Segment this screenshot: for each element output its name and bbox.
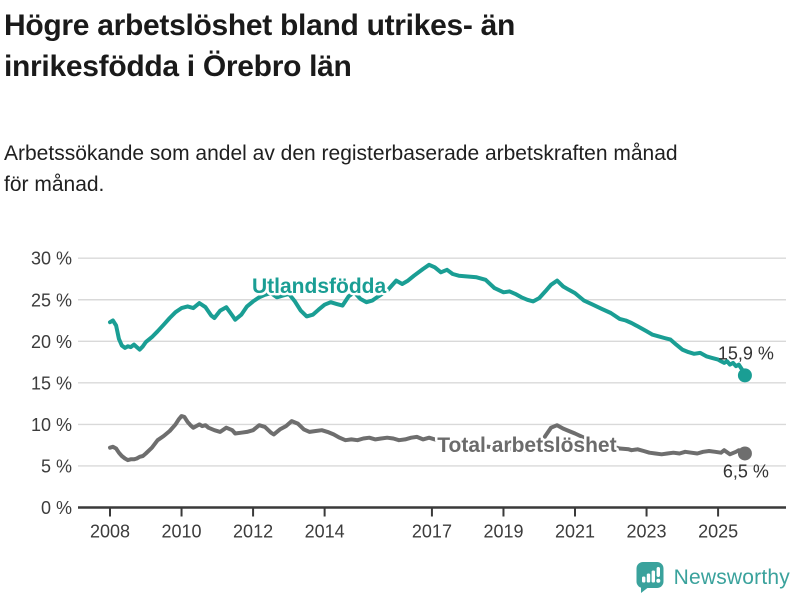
line-chart: 0 % 5 % 10 % 15 % 20 % 25 % 30 % 2008 2010 2012 20…: [0, 230, 800, 560]
x-tick-label: 2019: [483, 522, 523, 542]
y-tick-label: 25 %: [31, 290, 72, 310]
end-dot-total-arbetsloshet: [737, 446, 752, 461]
subtitle-line-2: för månad.: [4, 173, 105, 196]
title-line-2: inrikesfödda i Örebro län: [4, 50, 352, 83]
y-tick-label: 5 %: [41, 456, 72, 476]
line-chart-canvas: 0 % 5 % 10 % 15 % 20 % 25 % 30 % 2008 2010 2012 20…: [31, 249, 786, 542]
y-tick-label: 30 %: [31, 249, 72, 269]
x-tick-label: 2014: [305, 522, 345, 542]
y-tick-label: 10 %: [31, 415, 72, 435]
y-tick-label: 20 %: [31, 332, 72, 352]
y-tick-label: 15 %: [31, 373, 72, 393]
x-tick-label: 2023: [627, 522, 667, 542]
page-title: Högre arbetslöshet bland utrikes- än inr…: [4, 5, 744, 87]
newsworthy-logo-icon: [636, 562, 664, 593]
brand-footer: Newsworthy: [635, 561, 790, 594]
x-tick-label: 2021: [555, 522, 595, 542]
x-tick-label: 2012: [233, 522, 273, 542]
x-tick-label: 2017: [412, 522, 452, 542]
brand-name: Newsworthy: [673, 565, 790, 589]
series-label-total-arbetsloshet: Total arbetslöshet: [437, 434, 616, 457]
series-label-utlandsfodda: Utlandsfödda: [252, 275, 386, 298]
title-line-1: Högre arbetslöshet bland utrikes- än: [4, 9, 515, 42]
series-line-total-arbetsloshet: [108, 414, 747, 463]
x-tick-label: 2010: [162, 522, 202, 542]
x-tick-label: 2025: [698, 522, 738, 542]
series-line-utlandsfodda: [108, 262, 747, 378]
end-value-label-utlandsfodda: 15,9 %: [718, 343, 774, 363]
subtitle-line-1: Arbetssökande som andel av den registerb…: [4, 142, 678, 165]
chart-subtitle: Arbetssökande som andel av den registerb…: [4, 138, 796, 200]
end-dot-utlandsfodda: [737, 368, 752, 383]
y-tick-label: 0 %: [41, 498, 72, 518]
x-tick-label: 2008: [90, 522, 130, 542]
end-value-label-total-arbetsloshet: 6,5 %: [723, 461, 769, 481]
